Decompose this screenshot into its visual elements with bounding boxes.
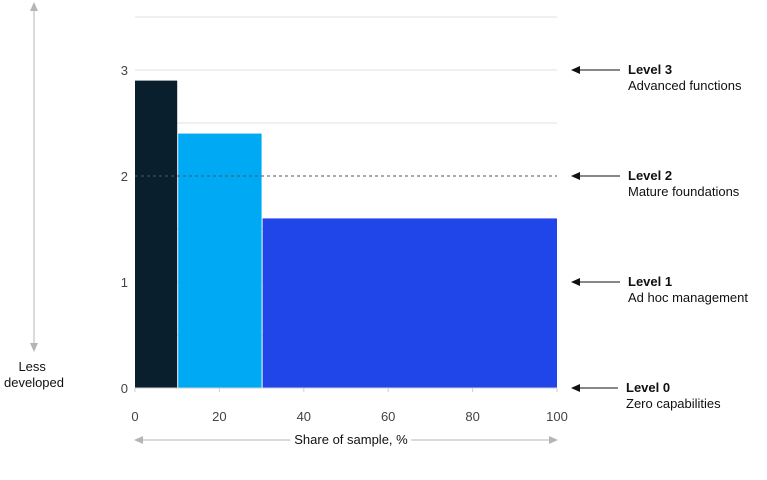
x-tick-labels: 0 20 40 60 80 100 <box>131 388 568 424</box>
x-tick-label: 40 <box>297 409 311 424</box>
bar-0 <box>135 80 178 388</box>
level-subtitle: Mature foundations <box>628 184 740 199</box>
y-tick-labels: 0 1 2 3 <box>121 63 128 396</box>
x-tick-label: 60 <box>381 409 395 424</box>
bar-1 <box>178 133 262 388</box>
level-arrowhead <box>571 172 580 180</box>
x-tick-label: 20 <box>212 409 226 424</box>
level-arrowhead <box>571 66 580 74</box>
x-tick-label: 80 <box>465 409 479 424</box>
x-axis-title: Share of sample, % <box>294 432 408 447</box>
y-tick-label: 0 <box>121 381 128 396</box>
level-subtitle: Zero capabilities <box>626 396 721 411</box>
less-developed-arrow <box>30 2 38 352</box>
level-arrowhead <box>571 278 580 286</box>
y-tick-label: 2 <box>121 169 128 184</box>
x-tick-label: 0 <box>131 409 138 424</box>
level-subtitle: Ad hoc management <box>628 290 748 305</box>
x-axis-arrow <box>134 436 558 444</box>
level-title: Level 1 <box>628 274 672 289</box>
bar-2 <box>262 218 557 388</box>
level-subtitle: Advanced functions <box>628 78 742 93</box>
y-tick-label: 3 <box>121 63 128 78</box>
x-tick-label: 100 <box>546 409 568 424</box>
level-title: Level 0 <box>626 380 670 395</box>
level-title: Level 2 <box>628 168 672 183</box>
bars <box>135 80 557 389</box>
y-tick-label: 1 <box>121 275 128 290</box>
y-axis-note: Less developed <box>4 359 64 390</box>
level-title: Level 3 <box>628 62 672 77</box>
level-arrowhead <box>571 384 580 392</box>
